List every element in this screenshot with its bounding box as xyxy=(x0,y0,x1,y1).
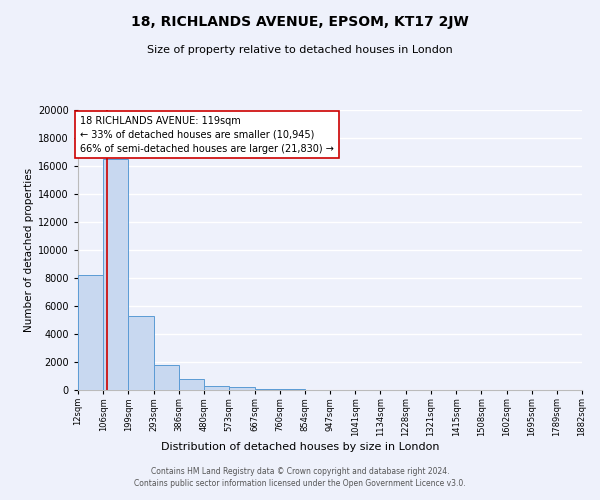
Text: 18 RICHLANDS AVENUE: 119sqm
← 33% of detached houses are smaller (10,945)
66% of: 18 RICHLANDS AVENUE: 119sqm ← 33% of det… xyxy=(80,116,334,154)
Bar xyxy=(103,159,128,390)
Text: Distribution of detached houses by size in London: Distribution of detached houses by size … xyxy=(161,442,439,452)
Bar xyxy=(154,365,179,390)
Bar xyxy=(128,316,154,390)
Text: Size of property relative to detached houses in London: Size of property relative to detached ho… xyxy=(147,45,453,55)
Bar xyxy=(179,379,204,390)
Bar xyxy=(254,388,280,390)
Bar xyxy=(78,275,103,390)
Bar xyxy=(204,386,229,390)
Text: 18, RICHLANDS AVENUE, EPSOM, KT17 2JW: 18, RICHLANDS AVENUE, EPSOM, KT17 2JW xyxy=(131,15,469,29)
Bar xyxy=(229,387,254,390)
Y-axis label: Number of detached properties: Number of detached properties xyxy=(24,168,34,332)
Text: Contains HM Land Registry data © Crown copyright and database right 2024.
Contai: Contains HM Land Registry data © Crown c… xyxy=(134,466,466,487)
